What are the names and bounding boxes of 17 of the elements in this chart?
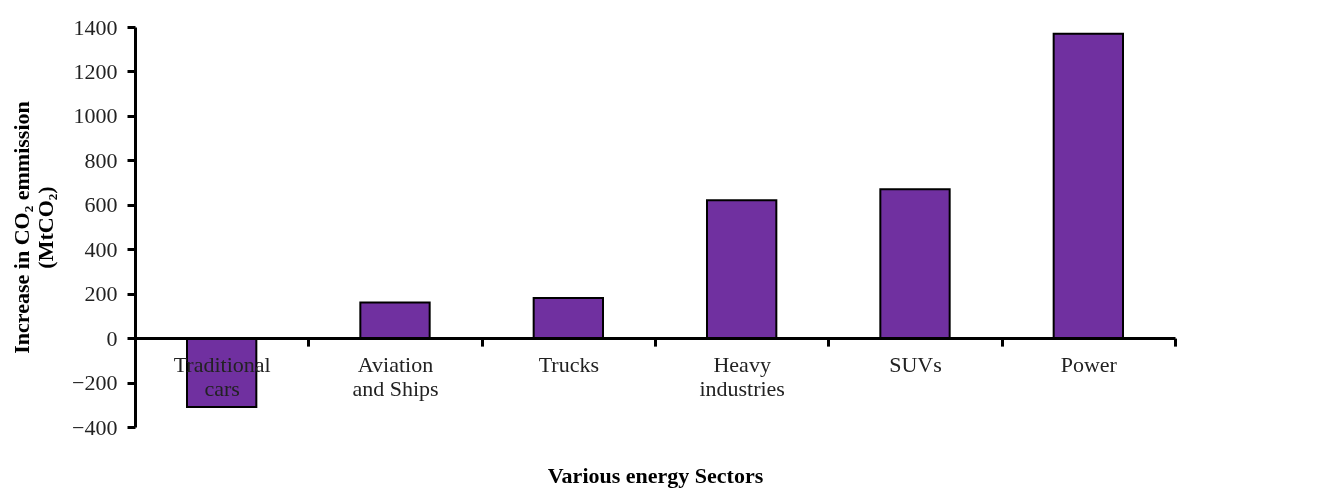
x-tick-label: Power <box>1060 351 1118 377</box>
y-tick-label: 0 <box>106 325 118 351</box>
x-tick-label: SUVs <box>889 351 942 377</box>
y-tick-label: −400 <box>72 414 118 440</box>
x-tick-label: Heavy industries <box>699 351 785 401</box>
y-tick-label: 800 <box>84 147 118 173</box>
y-tick-label: 1000 <box>73 103 118 129</box>
y-axis-title: Increase in CO₂ emmission (MtCO₂) <box>9 101 59 354</box>
x-tick-label: Trucks <box>538 351 599 377</box>
y-tick-label: −200 <box>72 370 118 396</box>
y-tick-label: 400 <box>84 236 118 262</box>
y-tick-label: 1200 <box>73 58 118 84</box>
y-tick-label: 600 <box>84 192 118 218</box>
x-tick-label: Aviation and Ships <box>352 351 439 401</box>
y-tick-label: 200 <box>84 281 118 307</box>
x-axis-title: Various energy Sectors <box>547 462 764 488</box>
y-tick-label: 1400 <box>73 14 118 40</box>
